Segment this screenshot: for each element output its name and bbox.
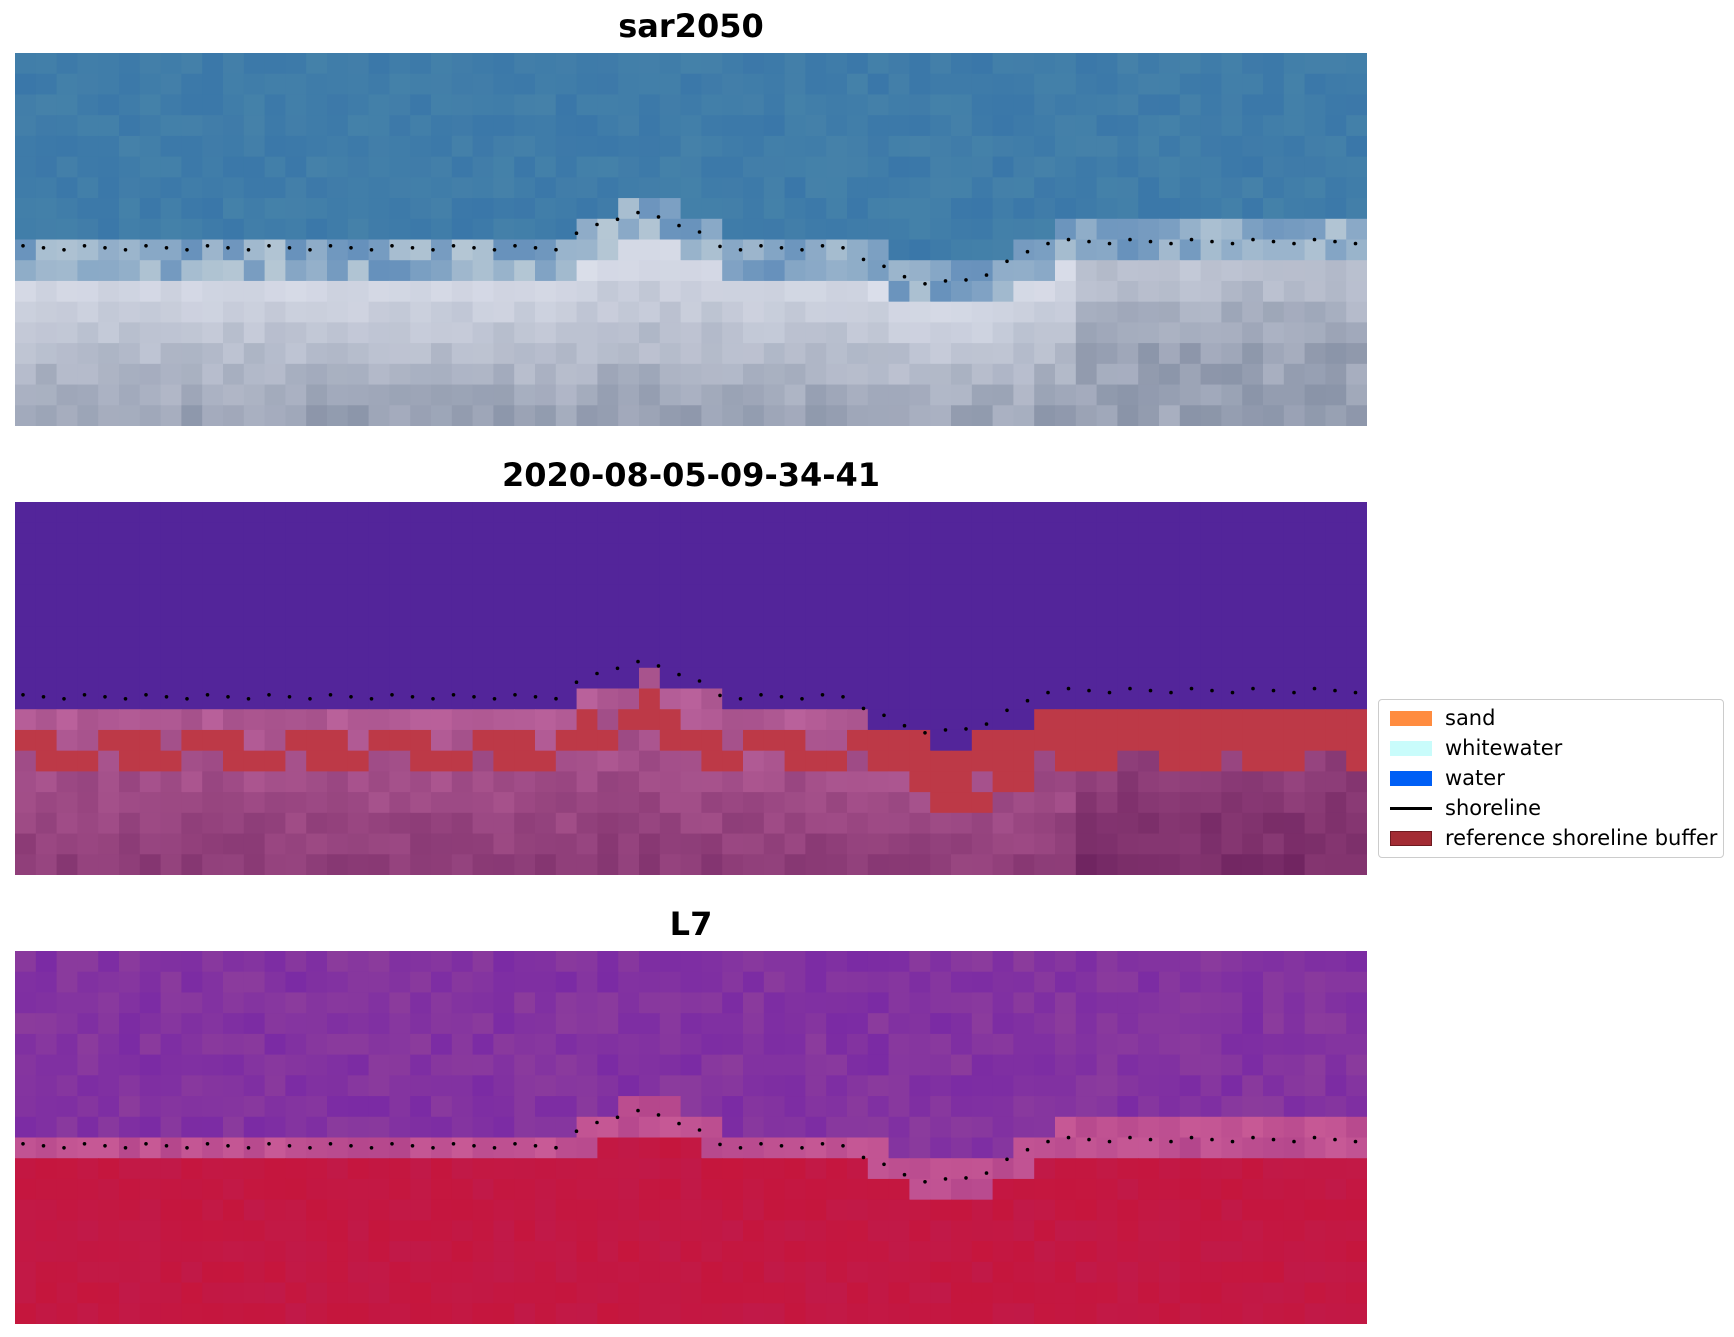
panel-index-image (15, 951, 1367, 1324)
legend-label: shoreline (1445, 796, 1542, 820)
shoreline-dots (21, 659, 1358, 735)
legend-item-water: water (1385, 765, 1715, 790)
buffer-swatch (1390, 831, 1432, 846)
legend: sand whitewater water shoreline referenc… (1378, 699, 1724, 858)
legend-label: water (1445, 766, 1505, 790)
classified-pixels (15, 502, 1367, 875)
legend-item-reference-shoreline-buffer: reference shoreline buffer (1385, 825, 1718, 850)
panel-rgb-image (15, 53, 1367, 426)
legend-label: sand (1445, 706, 1496, 730)
legend-item-shoreline: shoreline (1385, 795, 1715, 820)
sand-swatch (1390, 711, 1432, 726)
index-pixels (15, 951, 1367, 1324)
shoreline-dots (21, 210, 1358, 286)
panel-title-classified: 2020-08-05-09-34-41 (501, 456, 881, 494)
rgb-pixels (15, 53, 1367, 426)
legend-item-sand: sand (1385, 705, 1715, 730)
shoreline-line-swatch (1390, 807, 1432, 810)
whitewater-swatch (1390, 741, 1432, 756)
panel-classified-image (15, 502, 1367, 875)
panel-title-index: L7 (669, 905, 713, 943)
shoreline-dots (21, 1108, 1358, 1184)
legend-item-whitewater: whitewater (1385, 735, 1715, 760)
panel-title-rgb: sar2050 (618, 7, 764, 45)
water-swatch (1390, 771, 1432, 786)
legend-label: whitewater (1445, 736, 1563, 760)
legend-label: reference shoreline buffer (1445, 826, 1718, 850)
